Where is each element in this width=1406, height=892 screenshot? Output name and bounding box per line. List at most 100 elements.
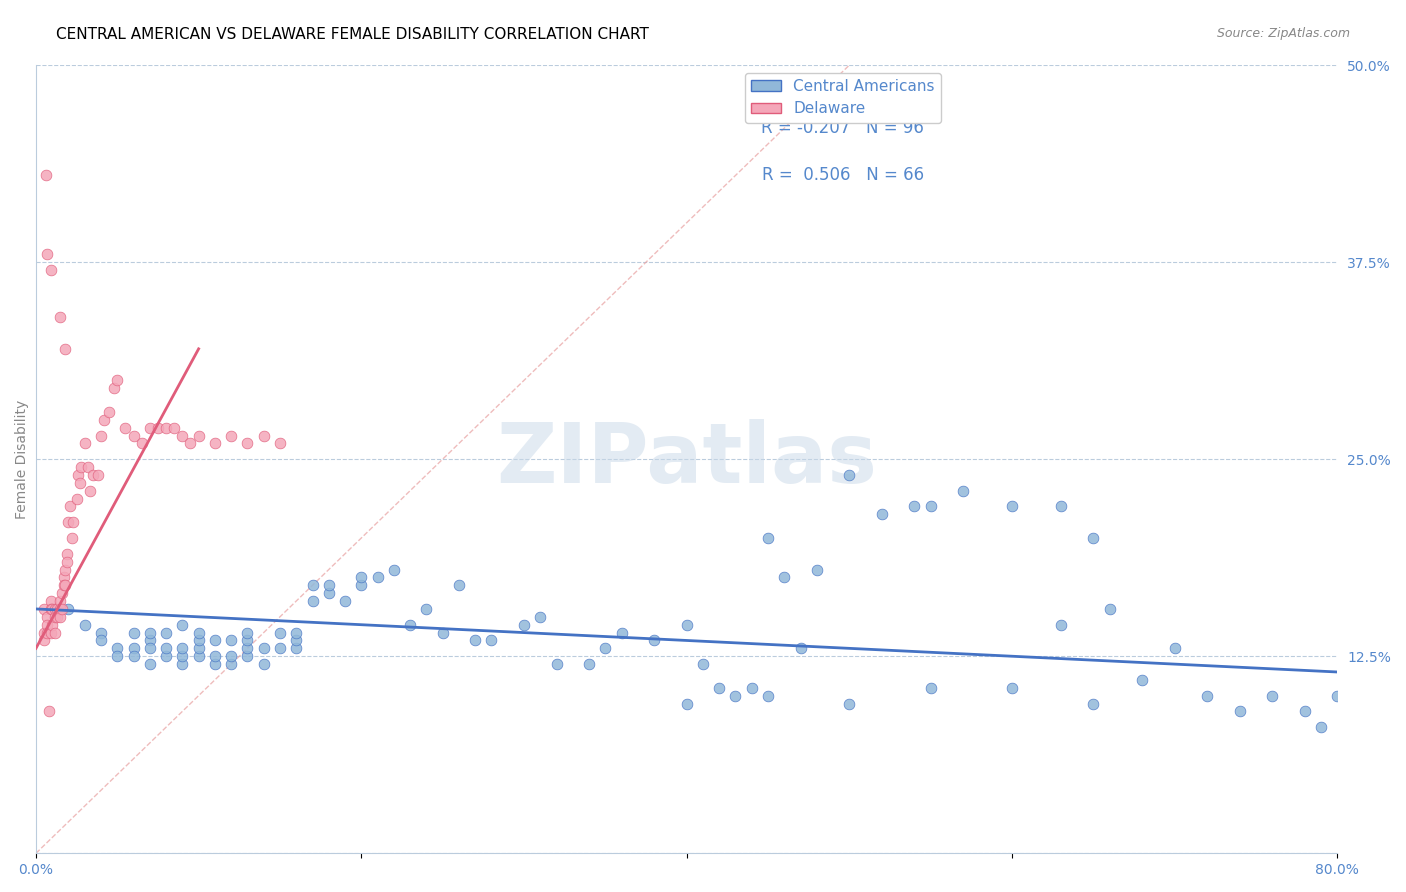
Y-axis label: Female Disability: Female Disability: [15, 400, 30, 519]
Point: [179, 436, 201, 450]
Point: [610, 625, 633, 640]
Point: [219, 633, 242, 648]
Point: [39, 594, 62, 608]
Point: [69, 475, 91, 490]
Point: [1130, 673, 1153, 687]
Point: [79, 483, 101, 498]
Point: [773, 570, 796, 584]
Point: [51, 602, 73, 616]
Point: [90, 625, 112, 640]
Point: [1050, 500, 1073, 514]
Point: [318, 578, 340, 592]
Point: [53, 562, 76, 576]
Point: [285, 625, 308, 640]
Point: [399, 617, 422, 632]
Point: [301, 578, 323, 592]
Point: [1083, 531, 1105, 545]
Point: [1229, 705, 1251, 719]
Point: [675, 697, 697, 711]
Point: [1294, 705, 1316, 719]
Point: [122, 428, 145, 442]
Legend: Central Americans, Delaware: Central Americans, Delaware: [745, 73, 941, 122]
Point: [253, 657, 276, 672]
Point: [187, 428, 209, 442]
Point: [58, 602, 80, 616]
Point: [155, 420, 177, 434]
Point: [52, 570, 75, 584]
Point: [46, 602, 69, 616]
Point: [464, 633, 486, 648]
Point: [1050, 617, 1073, 632]
Point: [1164, 641, 1187, 656]
Point: [172, 649, 194, 664]
Point: [724, 689, 747, 703]
Point: [67, 467, 90, 482]
Point: [253, 641, 276, 656]
Point: [1326, 689, 1348, 703]
Point: [1001, 681, 1024, 695]
Point: [1001, 500, 1024, 514]
Point: [204, 649, 226, 664]
Point: [204, 657, 226, 672]
Text: ZIPatlas: ZIPatlas: [496, 418, 877, 500]
Point: [1261, 689, 1284, 703]
Point: [52, 578, 75, 592]
Point: [870, 508, 893, 522]
Point: [529, 610, 551, 624]
Text: Source: ZipAtlas.com: Source: ZipAtlas.com: [1216, 27, 1350, 40]
Point: [46, 610, 69, 624]
Point: [219, 428, 242, 442]
Point: [139, 641, 162, 656]
Point: [32, 633, 55, 648]
Point: [53, 342, 76, 356]
Point: [73, 617, 96, 632]
Point: [49, 610, 72, 624]
Point: [39, 625, 62, 640]
Point: [139, 420, 162, 434]
Point: [806, 562, 828, 576]
Point: [756, 531, 779, 545]
Point: [77, 460, 100, 475]
Point: [155, 649, 177, 664]
Point: [415, 602, 437, 616]
Point: [39, 602, 62, 616]
Point: [105, 641, 128, 656]
Point: [70, 460, 93, 475]
Point: [789, 641, 811, 656]
Point: [114, 420, 136, 434]
Point: [253, 428, 276, 442]
Point: [155, 641, 177, 656]
Point: [920, 681, 942, 695]
Point: [90, 633, 112, 648]
Point: [44, 610, 66, 624]
Point: [903, 500, 925, 514]
Point: [32, 602, 55, 616]
Point: [285, 641, 308, 656]
Point: [32, 625, 55, 640]
Point: [432, 625, 454, 640]
Point: [82, 467, 104, 482]
Point: [139, 633, 162, 648]
Point: [44, 602, 66, 616]
Point: [65, 491, 87, 506]
Point: [53, 578, 76, 592]
Point: [37, 247, 59, 261]
Point: [105, 649, 128, 664]
Point: [1098, 602, 1121, 616]
Point: [643, 633, 665, 648]
Point: [44, 625, 66, 640]
Point: [103, 381, 125, 395]
Point: [236, 633, 259, 648]
Point: [122, 649, 145, 664]
Point: [675, 617, 697, 632]
Point: [838, 467, 860, 482]
Point: [269, 625, 291, 640]
Point: [139, 657, 162, 672]
Point: [93, 413, 115, 427]
Point: [187, 633, 209, 648]
Point: [236, 641, 259, 656]
Point: [285, 633, 308, 648]
Point: [187, 625, 209, 640]
Point: [578, 657, 600, 672]
Point: [204, 633, 226, 648]
